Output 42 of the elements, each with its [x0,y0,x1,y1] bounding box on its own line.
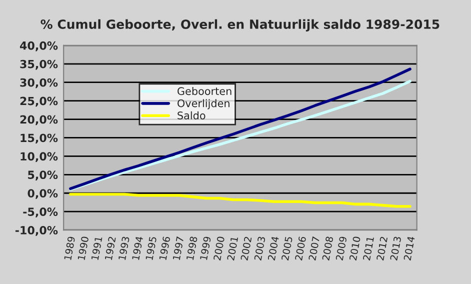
y-tick-label: 15,0% [20,134,58,144]
chart-title: % Cumul Geboorte, Overl. en Natuurlijk saldo 1989-2015 [40,19,440,32]
x-tick-label: 1998 [186,236,198,260]
x-tick-label: 1996 [159,236,170,260]
x-tick-label: 1993 [118,236,130,260]
y-tick-label: 10,0% [20,152,58,162]
x-tick-label: 2001 [226,236,238,261]
x-tick-label: 2010 [349,236,361,261]
y-tick-label: 35,0% [20,60,58,70]
y-tick-label: 0,0% [28,189,58,199]
y-tick-label: 40,0% [20,41,58,52]
legend-label: Overlijden [178,99,230,110]
x-tick-label: 1999 [200,236,212,260]
legend-label: Saldo [178,111,206,120]
legend-label: Geboorten [178,87,232,96]
x-tick-label: 2006 [294,236,306,261]
y-tick-label: 30,0% [20,78,58,88]
x-tick-label: 2003 [254,236,266,261]
x-tick-label: 2004 [268,236,280,261]
x-tick-label: 2011 [362,236,374,261]
x-tick-label: 1994 [132,236,144,260]
x-tick-label: 2014 [404,236,415,261]
x-tick-label: 1990 [78,236,89,260]
x-tick-label: 2007 [308,236,320,261]
x-tick-label: 1992 [104,236,116,260]
x-tick-label: 2000 [213,236,225,261]
y-tick-label: 5,0% [28,170,58,180]
y-tick-label: -5,0% [23,208,58,218]
x-tick-label: 2008 [322,236,334,261]
line-series [68,192,412,208]
x-tick-label: 2013 [390,236,402,261]
x-tick-label: 1989 [64,236,76,260]
y-tick-label: 20,0% [20,115,58,126]
x-tick-label: 2005 [281,236,293,261]
x-tick-label: 1991 [91,236,102,260]
y-tick-label: -10,0% [15,226,58,236]
x-tick-label: 1995 [145,236,157,260]
x-tick-label: 2009 [336,236,347,261]
y-tick-label: 25,0% [20,96,58,107]
x-tick-label: 2002 [240,236,252,261]
x-tick-label: 1997 [172,236,184,260]
x-tick-label: 2012 [376,236,388,261]
